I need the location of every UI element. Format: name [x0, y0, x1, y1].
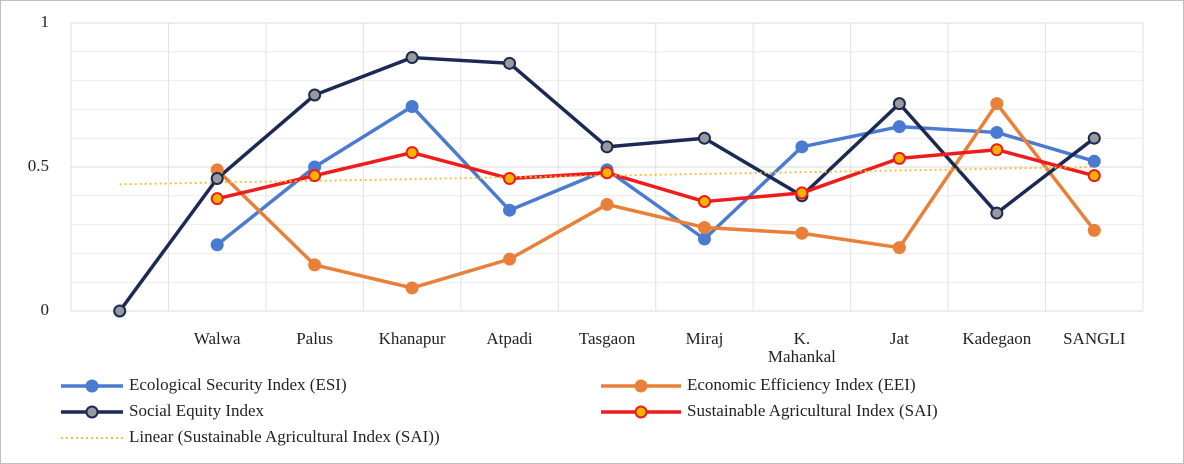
data-point	[308, 258, 322, 272]
legend-marker	[85, 379, 99, 393]
x-tick-label: SANGLI	[1063, 329, 1126, 348]
y-tick-label: 0	[41, 300, 50, 319]
data-point	[697, 232, 711, 246]
legend-label: Economic Efficiency Index (EEI)	[687, 375, 916, 394]
data-point	[990, 143, 1004, 157]
legend-label: Ecological Security Index (ESI)	[129, 375, 347, 394]
data-point	[892, 151, 906, 165]
x-tick-label: Palus	[296, 329, 334, 348]
data-point	[405, 281, 419, 295]
data-point	[503, 172, 517, 186]
data-point	[1087, 223, 1101, 237]
legend-label: Linear (Sustainable Agricultural Index (…	[129, 427, 440, 446]
data-point	[892, 97, 906, 111]
legend-label: Social Equity Index	[129, 401, 265, 420]
legend-marker	[634, 379, 648, 393]
data-point	[308, 169, 322, 183]
x-tick-label: Miraj	[685, 329, 724, 348]
data-point	[795, 140, 809, 154]
data-point	[113, 304, 127, 318]
data-point	[892, 120, 906, 134]
data-point	[697, 131, 711, 145]
x-tick-label: K. Mahankal	[767, 329, 836, 366]
x-tick-label: Walwa	[193, 329, 241, 348]
data-point	[1087, 169, 1101, 183]
data-point	[210, 172, 224, 186]
data-point	[308, 88, 322, 102]
data-point	[405, 146, 419, 160]
data-point	[1087, 154, 1101, 168]
data-point	[600, 140, 614, 154]
x-tick-label: Atpadi	[486, 329, 533, 348]
series-line	[216, 147, 1095, 204]
data-point	[1087, 131, 1101, 145]
y-tick-label: 0.5	[28, 156, 49, 175]
data-point	[697, 220, 711, 234]
data-point	[503, 252, 517, 266]
y-tick-label: 1	[41, 12, 50, 31]
data-point	[795, 186, 809, 200]
series-line	[216, 104, 1095, 247]
x-tick-label: Khanapur	[378, 329, 446, 348]
data-point	[795, 226, 809, 240]
data-point	[503, 203, 517, 217]
data-point	[503, 56, 517, 70]
data-point	[990, 206, 1004, 220]
legend-label: Sustainable Agricultural Index (SAI)	[687, 401, 938, 420]
x-tick-label: Jat	[889, 329, 909, 348]
data-point	[990, 125, 1004, 139]
data-point	[405, 100, 419, 114]
data-point	[600, 166, 614, 180]
legend-marker	[634, 405, 648, 419]
data-point	[990, 97, 1004, 111]
data-point	[405, 51, 419, 65]
data-point	[600, 197, 614, 211]
legend-marker	[85, 405, 99, 419]
data-point	[697, 195, 711, 209]
x-tick-label: Tasgaon	[578, 329, 636, 348]
series-line	[215, 101, 1096, 290]
data-point	[210, 192, 224, 206]
x-tick-label: Kadegaon	[962, 329, 1032, 348]
data-point	[892, 241, 906, 255]
data-point	[210, 238, 224, 252]
